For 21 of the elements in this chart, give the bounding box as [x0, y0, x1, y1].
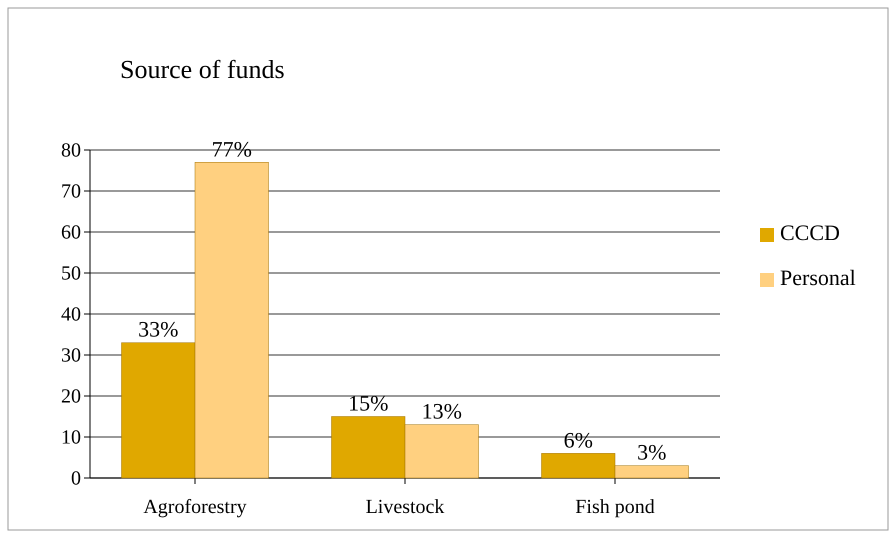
- y-tick-label: 30: [61, 344, 81, 366]
- data-label: 77%: [212, 136, 252, 162]
- data-label: 13%: [422, 398, 462, 424]
- y-tick-label: 70: [61, 180, 81, 202]
- x-tick-label: Agroforestry: [143, 496, 247, 518]
- data-label: 33%: [138, 316, 178, 342]
- legend-label: Personal: [780, 265, 856, 290]
- y-tick-label: 80: [61, 139, 81, 162]
- chart-title: Source of funds: [120, 55, 285, 84]
- data-label: 15%: [348, 390, 388, 416]
- legend-label: CCCD: [780, 220, 840, 245]
- y-tick-label: 0: [71, 467, 81, 490]
- data-label: 6%: [564, 427, 593, 452]
- y-tick-label: 10: [61, 426, 81, 448]
- data-label: 3%: [637, 440, 666, 465]
- x-tick-label: Fish pond: [575, 496, 655, 518]
- y-tick-label: 50: [61, 262, 81, 284]
- y-tick-label: 60: [61, 221, 81, 244]
- y-tick-label: 20: [61, 385, 81, 408]
- y-tick-label: 40: [61, 303, 81, 326]
- x-tick-label: Livestock: [366, 496, 444, 518]
